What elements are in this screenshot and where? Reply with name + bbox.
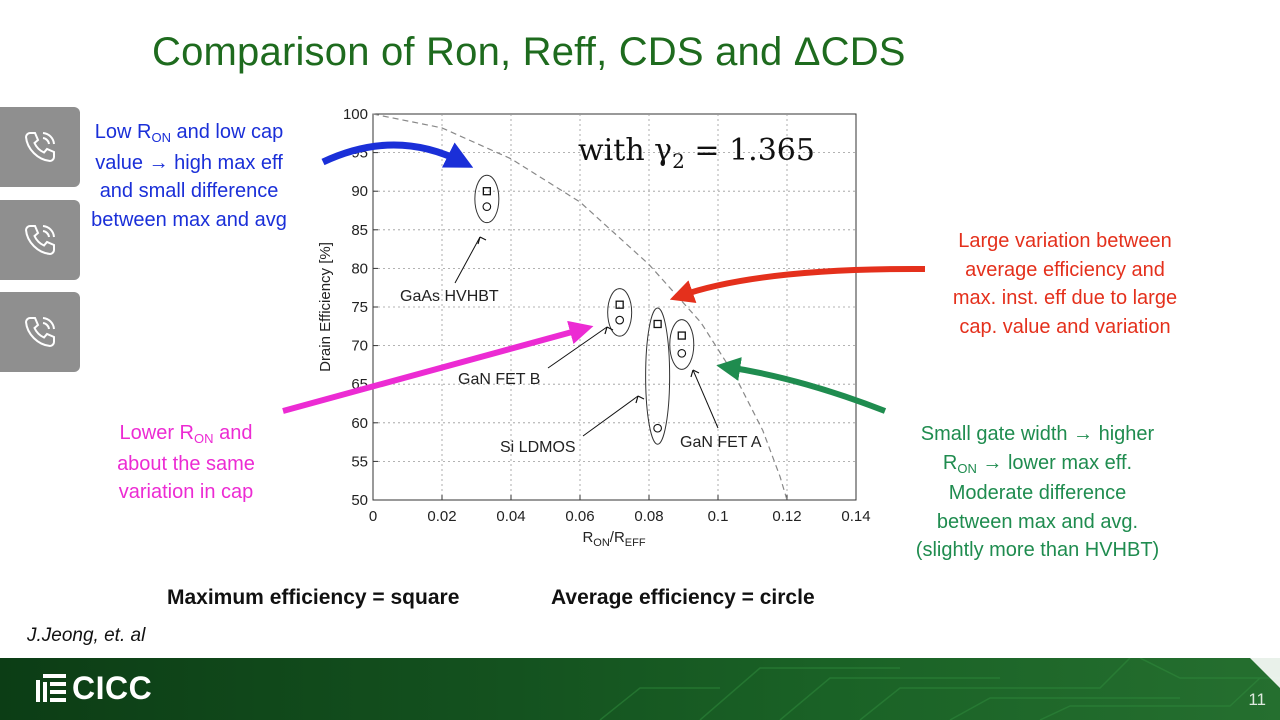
cicc-logo-icon [36,674,66,702]
phone-call-button-2[interactable] [0,200,80,280]
device-ellipse [607,288,633,337]
y-tick-label: 80 [351,260,368,277]
annotation-ldmos: Large variation between average efficien… [952,230,1178,338]
device-label-leader [454,236,481,284]
device-ellipse [669,319,695,370]
device-label: Si LDMOS [500,439,576,456]
y-tick-label: 60 [351,415,368,432]
cicc-logo: CICC [36,670,152,706]
device-label-arrowhead [690,369,700,378]
max-efficiency-square [482,187,492,196]
device-label-leader [582,395,639,437]
x-axis-label: RON/REFF [582,529,645,549]
circuit-pattern [599,658,1280,720]
y-tick-label: 90 [351,183,368,200]
arrow-blue [321,141,474,168]
device-label-arrowhead [635,395,645,404]
y-tick-label: 75 [351,299,368,316]
y-axis-label: Drain Efficiency [%] [317,242,334,372]
phone-call-icon [24,317,55,348]
avg-efficiency-circle [653,423,662,433]
page-number: 11 [1248,690,1266,709]
slide-title: Comparison of Ron, Reff, CDS and ΔCDS [152,30,906,74]
x-tick-label: 0.14 [841,508,870,525]
y-tick-label: 50 [351,492,368,509]
x-tick-label: 0.1 [708,508,729,525]
max-efficiency-square [615,300,624,309]
phone-call-button-3[interactable] [0,292,80,372]
avg-efficiency-circle [615,315,625,325]
device-label-leader [547,326,608,369]
max-efficiency-square [677,331,686,340]
arrow-red [669,265,926,303]
gamma-annotation: with γ2 = 1.365 [578,133,815,173]
legend-avg: Average efficiency = circle [551,586,815,609]
device-ellipse [645,307,671,445]
y-tick-label: 85 [351,222,368,239]
avg-efficiency-circle [677,348,687,358]
arrow-magenta [282,320,594,414]
phone-call-icon [24,225,55,256]
device-label: GaN FET B [458,371,540,388]
x-tick-label: 0.08 [634,508,663,525]
x-tick-label: 0.06 [565,508,594,525]
legend-max: Maximum efficiency = square [167,586,460,609]
device-label: GaN FET A [680,434,762,451]
footer-bar: CICC 11 [0,658,1280,720]
y-tick-label: 100 [343,106,368,123]
annotation-hvhbt: Low RON and low cap value → high max eff… [91,121,287,231]
x-tick-label: 0.12 [772,508,801,525]
annotation-gan-fet-b: Lower RON and about the same variation i… [117,422,255,503]
logo-text: CICC [72,669,153,706]
device-label-arrowhead [477,236,487,245]
annotation-gan-fet-a: Small gate width → higher RON → lower ma… [915,423,1160,561]
device-label-arrowhead [604,326,614,335]
device-label-leader [692,369,719,429]
x-tick-label: 0 [369,508,377,525]
avg-efficiency-circle [482,202,492,211]
marker-legend: Maximum efficiency = square Average effi… [0,586,1280,614]
max-efficiency-square [653,319,662,329]
x-tick-label: 0.02 [427,508,456,525]
citation: J.Jeong, et. al [27,625,146,646]
phone-call-icon [24,132,55,163]
x-tick-label: 0.04 [496,508,525,525]
y-tick-label: 70 [351,338,368,355]
arrow-green [716,357,887,414]
device-label: GaAs HVHBT [400,288,499,305]
y-tick-label: 55 [351,453,368,470]
phone-call-button-1[interactable] [0,107,80,187]
device-ellipse [474,174,500,224]
